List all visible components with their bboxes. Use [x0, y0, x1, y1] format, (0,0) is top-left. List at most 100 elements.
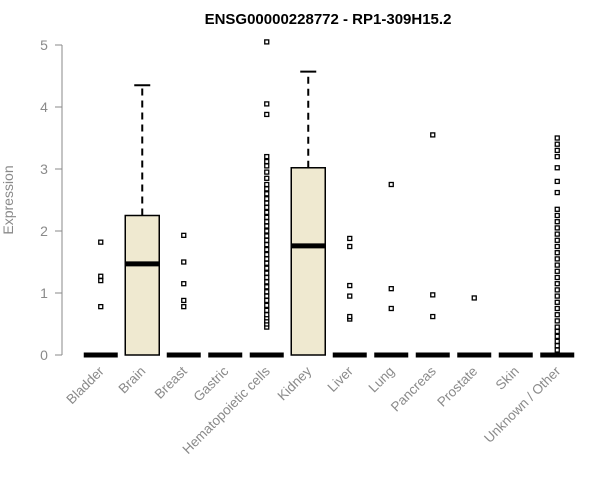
outlier-point	[264, 289, 270, 295]
outlier-point	[554, 178, 560, 185]
outlier-point	[264, 270, 270, 276]
outlier-point	[264, 153, 270, 160]
outlier-point	[264, 111, 270, 118]
outlier-point	[264, 297, 270, 304]
outlier-point	[264, 228, 270, 234]
outlier-point	[554, 153, 560, 160]
outlier-point	[264, 219, 270, 225]
outlier-point	[554, 299, 560, 305]
outlier-point	[554, 324, 560, 330]
outlier-point	[264, 191, 270, 197]
outlier-point	[554, 347, 560, 353]
y-tick-label: 1	[40, 285, 48, 301]
outlier-point	[264, 163, 270, 169]
outlier-point	[264, 175, 270, 181]
outlier-point	[181, 281, 187, 287]
outlier-point	[347, 243, 353, 250]
outlier-point	[554, 225, 560, 231]
box-hematopoietic-cells	[249, 39, 284, 358]
outlier-point	[98, 273, 104, 279]
outlier-point	[264, 101, 270, 107]
chart-title: ENSG00000228772 - RP1-309H15.2	[205, 11, 452, 28]
outlier-point	[554, 305, 560, 312]
outlier-point	[554, 338, 560, 345]
outlier-point	[264, 186, 270, 192]
box-pancreas	[415, 132, 450, 358]
outlier-point	[264, 256, 270, 262]
x-tick-label: Brain	[115, 364, 148, 397]
outlier-point	[554, 212, 560, 219]
outlier-point	[347, 282, 353, 289]
outlier-point	[264, 223, 270, 229]
y-tick-label: 0	[40, 347, 48, 363]
outlier-point	[554, 231, 560, 237]
outlier-point	[264, 302, 270, 309]
outlier-point	[181, 259, 187, 265]
outlier-point	[264, 307, 270, 314]
outlier-point	[554, 250, 560, 256]
box-lung	[374, 181, 409, 358]
outlier-point	[264, 196, 270, 202]
outlier-point	[430, 313, 436, 320]
y-tick-label: 3	[40, 161, 48, 177]
box-kidney	[290, 70, 326, 356]
outlier-point	[430, 132, 436, 138]
outlier-point	[98, 239, 104, 245]
outlier-point	[347, 235, 353, 242]
outlier-point	[347, 293, 353, 299]
outlier-point	[554, 147, 560, 154]
outlier-point	[264, 233, 270, 239]
outlier-point	[264, 209, 270, 216]
outlier-point	[554, 165, 560, 171]
outlier-point	[554, 343, 560, 349]
outlier-point	[554, 219, 560, 225]
x-tick-label: Bladder	[63, 363, 107, 407]
x-tick-label: Kidney	[275, 363, 315, 403]
x-tick-label: Skin	[493, 364, 522, 393]
outlier-point	[554, 189, 560, 196]
outlier-point	[264, 284, 270, 290]
x-tick-label: Pancreas	[388, 363, 439, 414]
outlier-point	[554, 287, 560, 293]
box-breast	[166, 232, 201, 358]
outlier-point	[554, 333, 560, 340]
outlier-point	[264, 293, 270, 299]
outlier-point	[264, 200, 270, 206]
box-prostate	[457, 295, 492, 358]
outlier-point	[264, 181, 270, 188]
outlier-point	[264, 312, 270, 318]
outlier-point	[554, 281, 560, 287]
x-tick-label: Lung	[366, 364, 398, 396]
outlier-point	[471, 295, 477, 301]
outlier-point	[264, 274, 270, 281]
boxes-layer	[83, 39, 575, 358]
outlier-point	[264, 260, 270, 266]
box-unknown-other	[540, 135, 575, 358]
outlier-point	[264, 169, 270, 175]
outlier-point	[554, 262, 560, 268]
x-tick-label: Gastric	[191, 363, 232, 404]
outlier-point	[264, 279, 270, 285]
x-tick-label: Breast	[152, 363, 190, 401]
outlier-point	[554, 135, 560, 141]
outlier-point	[554, 318, 560, 324]
outlier-point	[264, 204, 270, 211]
outlier-point	[264, 237, 270, 243]
y-tick-label: 4	[40, 99, 48, 115]
box-brain	[124, 84, 160, 356]
box-body	[290, 167, 326, 356]
y-axis: 0 1 2 3 4 5	[40, 37, 63, 363]
outlier-point	[554, 293, 560, 299]
outlier-point	[554, 237, 560, 243]
box-bladder	[83, 239, 118, 358]
box-liver	[332, 235, 367, 358]
outlier-point	[98, 277, 104, 284]
outlier-point	[98, 303, 104, 310]
outlier-point	[264, 214, 270, 221]
outlier-point	[347, 313, 353, 320]
outlier-point	[554, 206, 560, 212]
outlier-point	[554, 268, 560, 274]
outlier-point	[264, 246, 270, 253]
outlier-point	[388, 305, 394, 312]
outlier-point	[430, 292, 436, 298]
